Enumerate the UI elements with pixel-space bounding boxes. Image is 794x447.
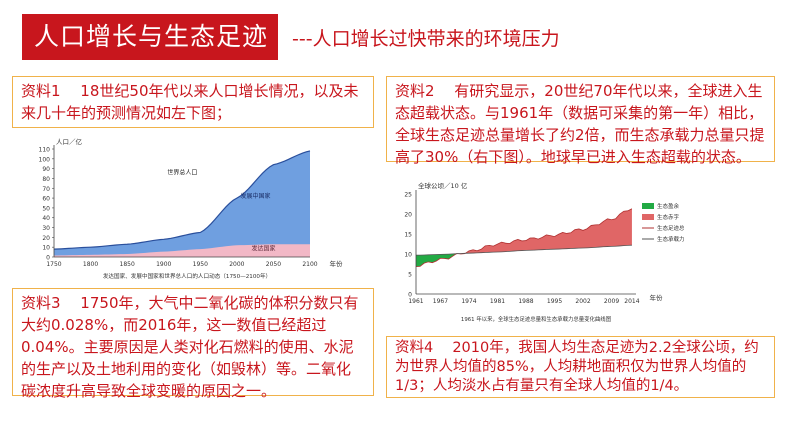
x-tick-label: 1950 — [193, 261, 208, 268]
biocapacity-line — [415, 244, 632, 256]
x-tick-label: 1967 — [433, 298, 448, 305]
material-1-text: 资料1 18世纪50年代以来人口增长情况，以及未来几十年的预测情况如左下图； — [21, 82, 359, 122]
material-1: 资料1 18世纪50年代以来人口增长情况，以及未来几十年的预测情况如左下图； — [12, 76, 374, 128]
y-tick-label: 20 — [404, 212, 412, 219]
material-3-text: 资料3 1750年，大气中二氧化碳的体积分数只有大约0.028%，而2016年，… — [21, 294, 359, 400]
y-tick-label: 15 — [404, 232, 412, 239]
ecological-footprint-chart: 0 5 10 15 20 25 1961 1967 1974 1981 1988 1995 2002 20… — [404, 182, 684, 323]
legend-deficit-label: 生态赤字 — [657, 213, 680, 221]
page-subtitle: ---人口增长过快带来的环境压力 — [292, 28, 560, 50]
footprint-line — [415, 208, 633, 268]
material-3: 资料3 1750年，大气中二氧化碳的体积分数只有大约0.028%，而2016年，… — [12, 288, 374, 400]
legend-surplus-swatch — [642, 203, 654, 209]
x-tick-label: 1800 — [83, 261, 98, 268]
y-axis-label: 人口／亿 — [56, 137, 83, 146]
deficit-area — [456, 208, 632, 254]
y-tick-label: 60 — [42, 196, 50, 203]
legend-footprint-label: 生态足迹总量 — [657, 224, 684, 232]
y-tick-label: 40 — [42, 215, 50, 222]
y-tick-label: 0 — [46, 255, 50, 262]
x-tick-label: 1900 — [156, 261, 171, 268]
legend-developing: 发展中国家 — [241, 192, 271, 200]
x-axis-label: 年份 — [650, 293, 664, 302]
y-tick-label: 110 — [39, 147, 51, 154]
y-tick-label: 70 — [42, 186, 50, 193]
legend-developed: 发达国家 — [251, 245, 275, 253]
x-tick-label: 2100 — [302, 261, 317, 268]
x-tick-label: 1974 — [461, 298, 476, 305]
x-tick-label: 1988 — [518, 298, 533, 305]
y-tick-label: 10 — [404, 252, 412, 259]
material-4: 资料4 2010年，我国人均生态足迹为2.2全球公顷，约为世界人均值的85%，人… — [386, 336, 775, 398]
legend-deficit-swatch — [642, 214, 654, 220]
y-tick-label: 0 — [408, 292, 412, 299]
x-tick-label: 2000 — [229, 261, 244, 268]
world-total-line — [53, 150, 311, 250]
developing-area — [54, 150, 310, 257]
chart-caption: 1961 年以来，全球生态足迹总量和生态承载力总量变化曲线图 — [461, 315, 611, 323]
material-2: 资料2 有研究显示，20世纪70年代以来，全球进入生态超载状态。与1961年（数… — [386, 76, 775, 166]
y-tick-label: 25 — [404, 192, 412, 199]
page-title: 人口增长与生态足迹 — [22, 14, 278, 60]
x-tick-label: 2050 — [266, 261, 281, 268]
x-tick-label: 1995 — [547, 298, 562, 305]
x-tick-label: 2009 — [604, 298, 619, 305]
material-2-text: 资料2 有研究显示，20世纪70年代以来，全球进入生态超载状态。与1961年（数… — [395, 82, 765, 166]
x-axis-label: 年份 — [330, 259, 344, 268]
y-tick-label: 90 — [42, 166, 50, 173]
x-tick-label: 1961 — [408, 298, 423, 305]
chart-caption: 发达国家、发展中国家和世界总人口的人口动态（1750—2100年） — [103, 272, 271, 280]
material-4-text: 资料4 2010年，我国人均生态足迹为2.2全球公顷，约为世界人均值的85%，人… — [395, 340, 759, 394]
x-tick-label: 1850 — [120, 261, 135, 268]
y-tick-label: 100 — [39, 156, 51, 163]
y-axis-label: 全球公顷／10 亿 — [418, 182, 468, 190]
legend-world-total: 世界总人口 — [167, 169, 197, 177]
x-tick-label: 1981 — [490, 298, 505, 305]
y-tick-label: 50 — [42, 205, 50, 212]
legend-surplus-label: 生态盈余 — [657, 202, 680, 210]
population-chart: 0 10 20 30 40 50 60 70 80 90 100 110 1750 1800 1850 190… — [39, 137, 344, 280]
y-tick-label: 20 — [42, 235, 50, 242]
developed-area — [54, 244, 310, 257]
x-tick-label: 1750 — [46, 261, 61, 268]
surplus-area — [416, 253, 457, 267]
y-tick-label: 5 — [408, 272, 412, 279]
legend-biocapacity-label: 生态承载力总量 — [657, 235, 684, 243]
y-tick-label: 30 — [42, 225, 50, 232]
x-tick-label: 2002 — [575, 298, 590, 305]
y-tick-label: 10 — [42, 245, 50, 252]
x-tick-label: 2014 — [624, 298, 639, 305]
y-tick-label: 80 — [42, 176, 50, 183]
